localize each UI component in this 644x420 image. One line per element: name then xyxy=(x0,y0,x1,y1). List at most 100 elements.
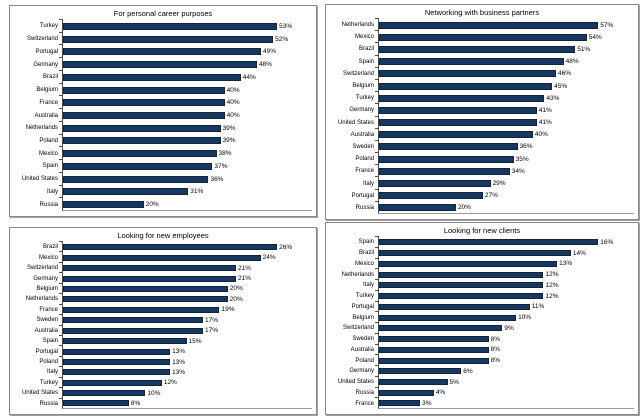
value-label: 13% xyxy=(172,358,186,366)
bar xyxy=(63,348,171,355)
category-label: Switzerland xyxy=(342,325,374,332)
category-label: Russia xyxy=(355,204,374,211)
value-label: 8% xyxy=(130,399,141,407)
bar xyxy=(63,188,189,196)
category-label: Russia xyxy=(39,201,58,208)
chart-panel-new-employees: Looking for new employees Brazil 26% Mexic… xyxy=(9,227,317,415)
bar xyxy=(63,296,228,303)
bar xyxy=(379,143,518,151)
bar-track: 21% xyxy=(59,261,312,274)
bar-track: 19% xyxy=(59,303,312,316)
bar xyxy=(379,250,571,257)
value-label: 8% xyxy=(490,346,501,354)
bar-row: Spain 48% xyxy=(330,54,634,68)
value-label: 53% xyxy=(279,22,293,30)
bar-track: 38% xyxy=(59,146,312,161)
bar xyxy=(63,359,171,366)
category-label: Brazil xyxy=(42,244,58,251)
bar-track: 13% xyxy=(59,355,312,368)
category-label: Turkey xyxy=(355,95,374,102)
value-label: 35% xyxy=(515,155,529,163)
bar-track: 13% xyxy=(59,345,312,357)
category-label: Turkey xyxy=(355,293,374,300)
bar-row: Germany 6% xyxy=(330,365,634,377)
bar-track: 43% xyxy=(375,91,634,105)
bar-row: Germany 41% xyxy=(330,103,634,117)
category-label: Germany xyxy=(33,275,58,282)
value-label: 17% xyxy=(205,327,219,335)
bar-track: 4% xyxy=(375,386,634,399)
bar-row: Sweden 36% xyxy=(330,139,634,154)
bar-row: France 19% xyxy=(14,303,312,316)
value-label: 10% xyxy=(518,314,532,322)
bar xyxy=(63,275,236,282)
bar-track: 13% xyxy=(375,257,634,270)
category-label: Portugal xyxy=(351,192,374,199)
value-label: 16% xyxy=(600,238,614,246)
bar xyxy=(379,239,599,246)
chart-panel-personal-career: For personal career purposes Turkey 53% Sw… xyxy=(9,5,317,217)
bar-track: 10% xyxy=(375,311,634,323)
category-label: Mexico xyxy=(354,260,374,267)
bar-track: 8% xyxy=(375,332,634,345)
bar xyxy=(379,389,434,396)
category-label: Poland xyxy=(355,357,374,364)
value-label: 40% xyxy=(534,131,548,139)
category-label: Poland xyxy=(39,137,58,144)
value-label: 9% xyxy=(504,324,514,332)
value-label: 39% xyxy=(222,124,236,132)
bar-track: 37% xyxy=(59,159,312,173)
bar xyxy=(379,82,553,90)
bar xyxy=(379,58,564,66)
bar-track: 45% xyxy=(375,78,634,93)
bar xyxy=(379,21,599,29)
bar xyxy=(63,73,241,81)
bar-track: 52% xyxy=(59,31,312,46)
value-label: 12% xyxy=(163,379,177,387)
bar-row: United States 41% xyxy=(330,115,634,129)
category-label: France xyxy=(39,306,58,313)
category-label: United States xyxy=(337,379,374,386)
value-label: 34% xyxy=(511,167,525,175)
bar-row: Germany 21% xyxy=(14,272,312,284)
bar-track: 29% xyxy=(375,176,634,190)
category-label: Spain xyxy=(358,239,374,246)
category-label: France xyxy=(355,168,374,175)
category-label: Mexico xyxy=(354,34,374,41)
bar xyxy=(379,303,530,310)
category-label: Spain xyxy=(42,338,58,345)
category-label: Australia xyxy=(350,131,374,138)
value-label: 8% xyxy=(490,335,501,343)
bar-row: Portugal 27% xyxy=(330,188,634,202)
bar-track: 44% xyxy=(59,69,312,84)
value-label: 49% xyxy=(262,48,276,56)
bar-track: 36% xyxy=(375,139,634,154)
category-label: Belgium xyxy=(352,83,374,90)
bar xyxy=(379,357,489,364)
bar-track: 15% xyxy=(59,334,312,347)
bar-track: 9% xyxy=(375,322,634,334)
bar-track: 6% xyxy=(375,365,634,377)
bar-row: Russia 8% xyxy=(14,397,312,409)
bar-track: 20% xyxy=(375,200,634,214)
bar xyxy=(63,285,228,292)
bar xyxy=(379,314,517,321)
category-label: United States xyxy=(21,390,58,397)
bar-row: Spain 15% xyxy=(14,334,312,347)
bar-track: 40% xyxy=(59,95,312,110)
bar xyxy=(379,33,587,41)
bar-track: 24% xyxy=(59,251,312,263)
bar-row: Switzerland 21% xyxy=(14,261,312,274)
bar-track: 8% xyxy=(375,343,634,356)
bar-track: 48% xyxy=(59,57,312,71)
value-label: 20% xyxy=(229,285,243,293)
value-label: 12% xyxy=(545,271,559,279)
bar-row: Portugal 11% xyxy=(330,300,634,313)
bar-track: 17% xyxy=(59,324,312,336)
bar xyxy=(63,379,162,386)
bar xyxy=(379,203,456,211)
bar-track: 14% xyxy=(375,246,634,259)
bar-track: 21% xyxy=(59,272,312,284)
bar-row: Australia 40% xyxy=(330,127,634,141)
bar-track: 35% xyxy=(375,152,634,166)
